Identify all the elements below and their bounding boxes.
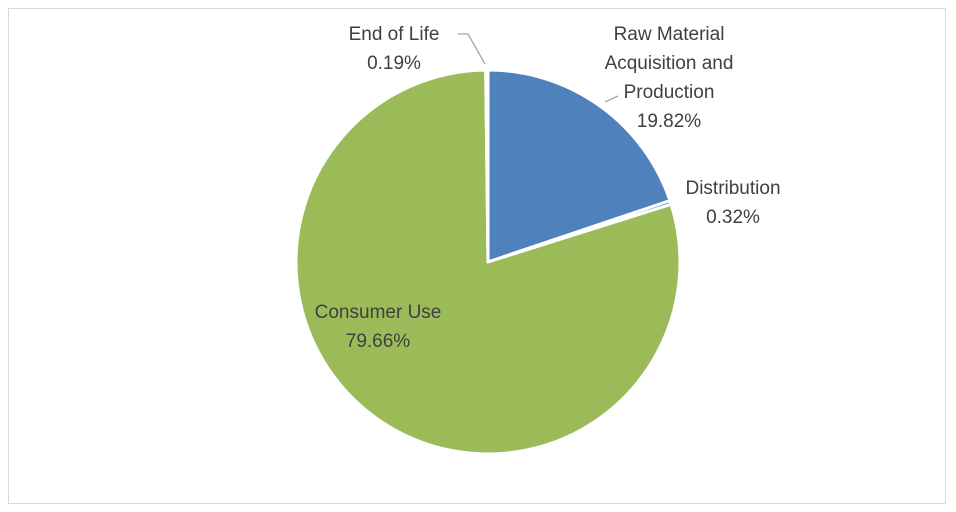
slice-value-label: 79.66% bbox=[346, 331, 411, 352]
slice-labels: Raw Material Acquisition and Production 19.… bbox=[315, 24, 781, 352]
slice-label-4: End of Life 0.19% bbox=[349, 24, 440, 74]
slice-category-label: End of Life bbox=[349, 24, 440, 45]
slice-category-label: Consumer Use bbox=[315, 302, 442, 323]
slice-value-label: 19.82% bbox=[637, 111, 702, 132]
slice-category-label: Raw Material bbox=[614, 24, 725, 45]
pie-slice-1 bbox=[486, 68, 672, 264]
pie-slices bbox=[294, 68, 682, 456]
slice-label-1: Raw Material Acquisition and Production 19.… bbox=[605, 24, 734, 132]
pie-slice-4 bbox=[484, 68, 490, 264]
slice-label-2: Distribution 0.32% bbox=[685, 178, 780, 228]
leader-line-4 bbox=[458, 33, 486, 65]
slice-label-3: Consumer Use 79.66% bbox=[315, 302, 442, 352]
slice-value-label: 0.32% bbox=[706, 207, 760, 228]
slice-category-label: Acquisition and bbox=[605, 53, 734, 74]
leader-lines bbox=[458, 33, 619, 103]
slice-value-label: 0.19% bbox=[367, 53, 421, 74]
slice-category-label: Production bbox=[624, 82, 715, 103]
slice-category-label: Distribution bbox=[685, 178, 780, 199]
leader-line-1 bbox=[604, 95, 619, 103]
